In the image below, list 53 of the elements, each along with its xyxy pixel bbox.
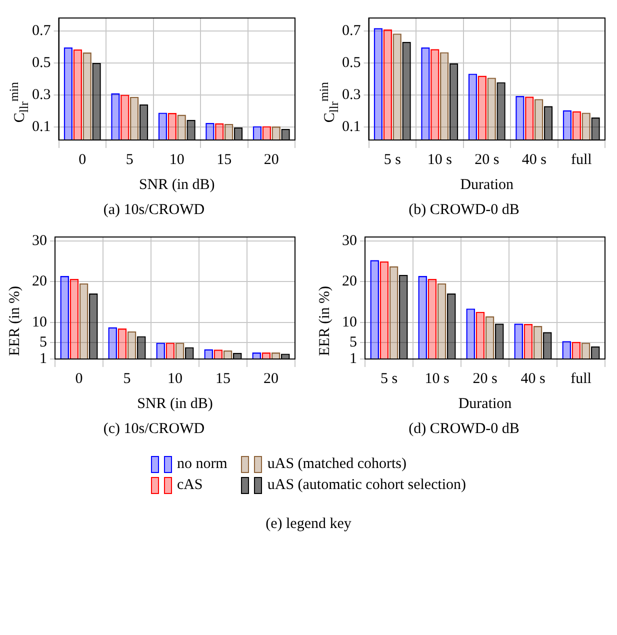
y-tick-label: 0.7 <box>342 22 362 39</box>
x-tick-label: full <box>570 370 592 387</box>
legend-label: no norm <box>176 456 228 473</box>
y-axis-title: EER (in %) <box>317 286 334 356</box>
x-tick-label: 20 s <box>474 152 500 168</box>
y-tick-label: 0.3 <box>342 86 361 103</box>
legend-label: uAS (automatic cohort selection) <box>267 477 466 494</box>
text: (c) 10s/CROWD <box>103 421 205 438</box>
y-tick-label: 1 <box>40 350 47 367</box>
x-axis-title: SNR (in dB) <box>137 396 213 412</box>
y-tick-label: 5 <box>350 334 357 351</box>
x-axis-title: Duration <box>458 396 512 412</box>
x-tick-label: 5 s <box>380 370 398 387</box>
y-tick-label: 0.3 <box>32 86 51 103</box>
y-tick-label: 10 <box>32 314 47 330</box>
x-tick-label: 15 <box>216 152 232 168</box>
x-tick-label: 10 s <box>424 370 450 387</box>
x-tick-label: 5 <box>126 152 134 168</box>
x-tick-label: 20 s <box>472 370 498 387</box>
x-tick-label: 0 <box>78 152 86 168</box>
x-tick-label: 15 <box>216 370 230 387</box>
y-tick-label: 0.1 <box>342 119 361 136</box>
y-tick-label: 30 <box>342 233 357 250</box>
x-tick-label: 20 <box>264 152 279 168</box>
x-tick-label: 5 <box>123 370 131 387</box>
y-tick-label: 0.1 <box>32 119 51 136</box>
y-tick-label: 10 <box>342 314 357 330</box>
x-tick-label: 40 s <box>522 152 547 168</box>
y-tick-label: 30 <box>32 233 47 250</box>
x-tick-label: 0 <box>75 370 83 387</box>
x-tick-label: 10 <box>169 152 184 168</box>
legend-label: cAS <box>176 477 203 494</box>
y-tick-label: 0.7 <box>32 22 52 39</box>
y-tick-label: 1 <box>350 350 357 367</box>
text: (b) CROWD-0 dB <box>408 202 520 219</box>
x-axis-title: Duration <box>460 176 514 193</box>
x-tick-label: 20 <box>264 370 278 387</box>
y-tick-label: 0.5 <box>32 54 51 71</box>
x-tick-label: 10 <box>168 370 182 387</box>
legend-label: uAS (matched cohorts) <box>267 456 406 473</box>
y-tick-label: 20 <box>342 274 357 290</box>
x-tick-label: 10 s <box>427 152 452 168</box>
text: (a) 10s/CROWD <box>103 202 205 219</box>
y-tick-label: 0.5 <box>342 54 361 71</box>
y-axis-title: EER (in %) <box>7 286 24 356</box>
legend-title: (e) legend key <box>266 516 352 533</box>
x-tick-label: full <box>570 152 592 168</box>
x-tick-label: 40 s <box>520 370 546 387</box>
y-tick-label: 5 <box>40 334 47 351</box>
y-tick-label: 20 <box>32 274 47 290</box>
text: (d) CROWD-0 dB <box>408 421 520 438</box>
x-axis-title: SNR (in dB) <box>138 176 215 193</box>
x-tick-label: 5 s <box>384 152 402 168</box>
